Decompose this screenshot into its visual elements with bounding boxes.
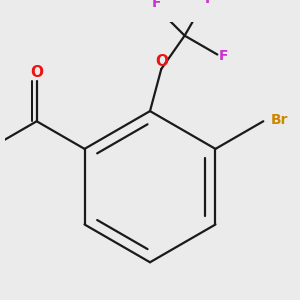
Text: Br: Br	[271, 113, 288, 127]
Text: F: F	[205, 0, 214, 5]
Text: F: F	[152, 0, 161, 10]
Text: F: F	[218, 49, 228, 63]
Text: O: O	[155, 54, 168, 69]
Text: O: O	[30, 65, 43, 80]
